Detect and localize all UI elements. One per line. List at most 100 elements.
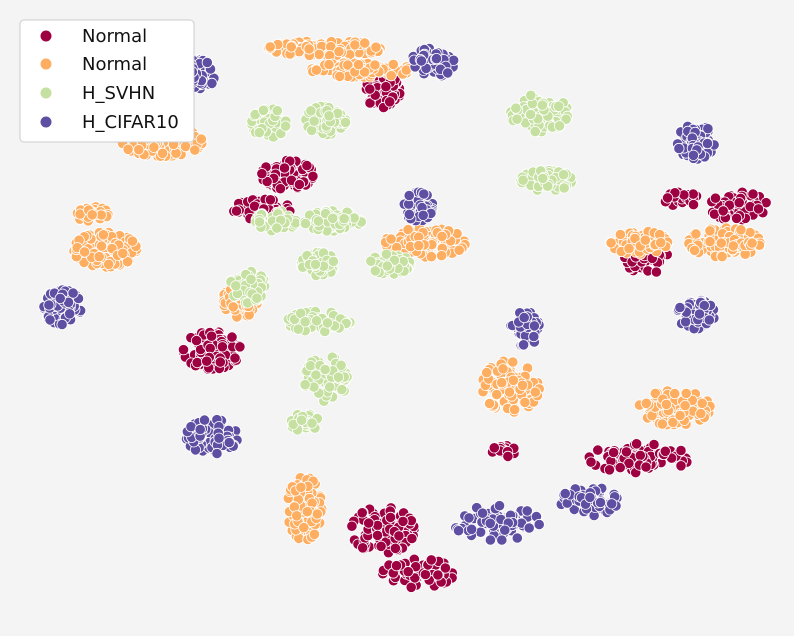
point-3-8-54 bbox=[496, 534, 508, 546]
point-1-9-85 bbox=[519, 396, 531, 408]
point-1-5-119 bbox=[79, 246, 91, 258]
legend-label-3: H_CIFAR10 bbox=[82, 112, 179, 133]
point-3-7-75 bbox=[185, 421, 197, 433]
point-3-5-66 bbox=[703, 314, 715, 326]
legend-marker-2 bbox=[40, 87, 52, 99]
point-3-9-59 bbox=[584, 491, 596, 503]
point-0-9-71 bbox=[607, 446, 620, 459]
point-3-8-78 bbox=[493, 500, 506, 512]
point-0-2-108 bbox=[274, 183, 286, 195]
point-2-2-77 bbox=[529, 126, 541, 138]
point-0-11-57 bbox=[390, 560, 403, 572]
point-0-8-24 bbox=[502, 450, 514, 462]
point-0-1-79 bbox=[384, 96, 396, 108]
point-2-5-57 bbox=[327, 255, 339, 267]
point-1-9-94 bbox=[508, 404, 521, 416]
point-1-0-106 bbox=[370, 41, 382, 53]
point-1-9-107 bbox=[496, 376, 508, 389]
point-0-9-85 bbox=[675, 444, 687, 457]
point-1-3-99 bbox=[436, 230, 448, 242]
point-0-6-49 bbox=[709, 192, 722, 204]
point-1-5-117 bbox=[126, 235, 138, 247]
point-0-7-90 bbox=[191, 356, 203, 369]
point-2-3-48 bbox=[558, 182, 570, 194]
point-2-6-79 bbox=[327, 212, 339, 224]
point-0-11-58 bbox=[432, 569, 444, 581]
point-0-10-75 bbox=[406, 532, 418, 545]
point-3-6-48 bbox=[518, 311, 530, 324]
point-2-7-31 bbox=[365, 255, 377, 267]
point-1-6-79 bbox=[655, 237, 667, 249]
point-3-8-72 bbox=[484, 517, 496, 529]
point-2-5-59 bbox=[309, 258, 322, 270]
point-1-2-124 bbox=[122, 143, 134, 155]
point-3-1-78 bbox=[415, 55, 427, 67]
point-1-11-80 bbox=[311, 508, 323, 520]
point-0-10-87 bbox=[393, 530, 405, 542]
point-0-4-64 bbox=[650, 266, 663, 278]
point-1-0-100 bbox=[349, 39, 361, 51]
point-1-5-107 bbox=[122, 256, 134, 268]
point-0-11-53 bbox=[425, 554, 437, 566]
point-2-9-55 bbox=[310, 315, 323, 327]
point-0-1-60 bbox=[364, 97, 376, 109]
point-3-9-54 bbox=[594, 496, 607, 509]
point-1-2-119 bbox=[133, 144, 145, 156]
point-3-0-79 bbox=[201, 56, 213, 69]
point-0-7-86 bbox=[229, 352, 241, 364]
point-1-4-39 bbox=[86, 209, 98, 221]
point-0-10-94 bbox=[371, 529, 384, 542]
point-1-6-77 bbox=[614, 228, 627, 241]
point-0-5-34 bbox=[661, 192, 674, 204]
point-3-8-76 bbox=[452, 525, 465, 537]
point-1-10-84 bbox=[640, 397, 652, 409]
point-1-5-105 bbox=[103, 258, 115, 270]
point-1-1-64 bbox=[387, 58, 399, 71]
point-1-9-106 bbox=[507, 374, 520, 386]
point-2-2-89 bbox=[524, 108, 537, 121]
point-1-3-97 bbox=[385, 233, 397, 245]
point-1-0-109 bbox=[359, 37, 371, 49]
point-0-9-92 bbox=[659, 445, 671, 457]
point-1-10-78 bbox=[649, 387, 661, 399]
point-3-1-79 bbox=[430, 52, 443, 65]
point-0-2-107 bbox=[293, 178, 305, 191]
point-3-4-78 bbox=[43, 299, 55, 311]
point-0-7-91 bbox=[226, 331, 238, 343]
point-0-7-98 bbox=[201, 355, 213, 367]
point-2-7-47 bbox=[369, 265, 381, 277]
point-1-0-107 bbox=[303, 43, 315, 55]
point-2-10-59 bbox=[332, 371, 345, 383]
point-3-8-61 bbox=[523, 522, 535, 534]
point-1-5-116 bbox=[93, 251, 105, 263]
point-1-10-89 bbox=[695, 407, 707, 420]
point-3-5-62 bbox=[679, 316, 692, 328]
point-1-9-101 bbox=[483, 397, 496, 410]
point-1-3-65 bbox=[453, 244, 465, 256]
point-0-10-89 bbox=[375, 540, 387, 552]
point-2-9-57 bbox=[292, 323, 304, 335]
point-3-1-77 bbox=[442, 67, 454, 79]
point-0-2-105 bbox=[261, 175, 273, 188]
point-0-6-59 bbox=[730, 212, 743, 224]
legend-marker-1 bbox=[40, 58, 52, 70]
point-2-0-67 bbox=[271, 105, 283, 117]
point-1-3-77 bbox=[435, 250, 448, 262]
point-3-7-79 bbox=[194, 423, 206, 436]
point-2-1-60 bbox=[308, 115, 320, 127]
point-0-5-28 bbox=[687, 188, 699, 200]
point-0-7-96 bbox=[214, 356, 226, 368]
point-0-5-29 bbox=[687, 199, 700, 211]
point-3-5-69 bbox=[674, 301, 686, 314]
point-1-8-78 bbox=[227, 301, 239, 313]
point-2-1-69 bbox=[305, 105, 317, 117]
point-3-3-47 bbox=[403, 189, 415, 202]
point-3-6-49 bbox=[528, 320, 541, 332]
point-1-7-92 bbox=[690, 228, 702, 240]
point-2-3-69 bbox=[537, 172, 549, 184]
legend-marker-3 bbox=[40, 116, 52, 128]
point-2-10-57 bbox=[299, 379, 311, 391]
point-1-6-72 bbox=[639, 234, 651, 246]
point-3-6-45 bbox=[517, 339, 530, 351]
point-1-2-123 bbox=[189, 144, 201, 156]
